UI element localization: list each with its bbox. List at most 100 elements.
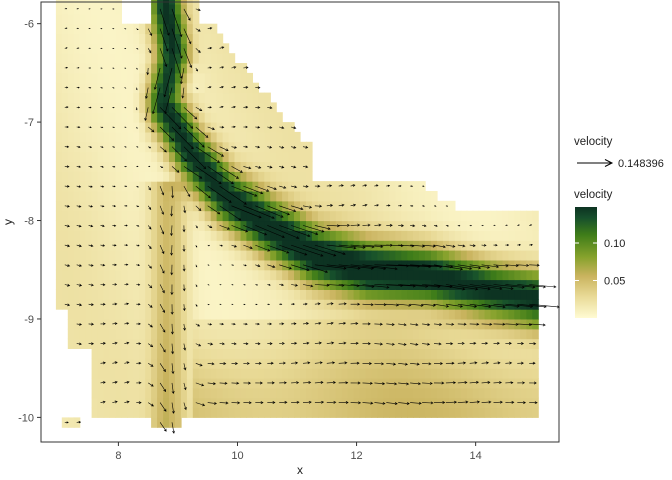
velocity-tile: [216, 250, 224, 261]
velocity-tile: [127, 171, 134, 182]
velocity-tile: [389, 289, 396, 300]
velocity-tile: [526, 269, 533, 281]
legend-arrow-head: [604, 159, 614, 167]
velocity-tile: [97, 151, 105, 162]
velocity-tile: [365, 259, 373, 271]
velocity-tile: [151, 358, 158, 369]
velocity-tile: [186, 309, 194, 320]
velocity-tile: [67, 210, 75, 222]
velocity-tile: [210, 240, 218, 251]
velocity-tile: [341, 200, 349, 212]
velocity-tile: [460, 250, 468, 261]
velocity-tile: [252, 397, 259, 409]
velocity-tile: [157, 63, 164, 74]
velocity-tile: [294, 131, 301, 143]
velocity-tile: [401, 309, 408, 320]
velocity-tile: [514, 269, 521, 281]
velocity-tile: [294, 200, 301, 212]
velocity-tile: [79, 53, 87, 64]
velocity-tile: [157, 92, 164, 103]
velocity-tile: [175, 210, 182, 222]
velocity-tile: [121, 269, 128, 281]
velocity-tile: [175, 171, 182, 182]
velocity-tile: [365, 250, 373, 261]
velocity-tile: [448, 397, 456, 409]
velocity-tile: [341, 387, 349, 399]
velocity-tile: [502, 250, 509, 261]
velocity-tile: [317, 220, 325, 231]
velocity-tile: [103, 250, 111, 261]
x-axis-title: x: [297, 463, 303, 477]
velocity-tile: [145, 309, 152, 320]
velocity-tile: [61, 289, 69, 300]
velocity-tile: [234, 368, 242, 379]
velocity-tile: [502, 348, 509, 359]
velocity-tile: [288, 328, 295, 340]
velocity-tile: [67, 63, 75, 74]
velocity-tile: [204, 309, 212, 320]
velocity-tile: [264, 230, 271, 241]
velocity-tile: [264, 289, 271, 300]
velocity-tile: [365, 181, 373, 192]
velocity-tile: [163, 171, 170, 182]
velocity-tile: [306, 387, 313, 399]
velocity-tile: [198, 338, 206, 349]
velocity-tile: [91, 131, 99, 143]
velocity-tile: [311, 289, 319, 300]
velocity-tile: [115, 328, 122, 340]
velocity-tile: [216, 348, 224, 359]
velocity-tile: [67, 230, 75, 241]
velocity-tile: [460, 269, 468, 281]
velocity-tile: [204, 407, 212, 418]
velocity-tile: [246, 161, 253, 172]
velocity-tile: [103, 397, 111, 409]
velocity-tile: [270, 181, 277, 192]
velocity-tile: [61, 151, 69, 162]
velocity-tile: [436, 259, 444, 271]
velocity-tile: [413, 348, 420, 359]
velocity-tile: [514, 387, 521, 399]
velocity-tile: [163, 151, 170, 162]
velocity-tile: [395, 309, 402, 320]
velocity-tile: [306, 407, 313, 418]
velocity-tile: [210, 328, 218, 340]
velocity-tile: [532, 328, 539, 340]
velocity-tile: [252, 269, 259, 281]
velocity-tile: [419, 289, 426, 300]
velocity-tile: [389, 338, 396, 349]
velocity-tile: [270, 407, 277, 418]
velocity-tile: [115, 309, 122, 320]
velocity-tile: [115, 259, 122, 271]
velocity-tile: [508, 368, 515, 379]
velocity-tile: [288, 131, 295, 143]
velocity-tile: [460, 210, 468, 222]
velocity-tile: [425, 407, 432, 418]
velocity-tile: [240, 72, 248, 84]
velocity-tile: [311, 269, 319, 281]
velocity-tile: [55, 82, 63, 94]
velocity-tile: [222, 250, 230, 261]
velocity-tile: [442, 230, 450, 241]
velocity-tile: [371, 210, 378, 222]
velocity-tile: [401, 210, 408, 222]
velocity-tile: [371, 328, 378, 340]
velocity-tile: [216, 171, 224, 182]
velocity-tile: [282, 259, 289, 271]
velocity-tile: [246, 407, 253, 418]
velocity-tile: [186, 33, 194, 44]
velocity-tile: [252, 328, 259, 340]
velocity-tile: [395, 368, 402, 379]
velocity-tile: [151, 63, 158, 74]
velocity-tile: [306, 299, 313, 310]
velocity-tile: [139, 92, 146, 103]
y-axis-title: y: [1, 219, 15, 225]
legend-arrow-title: velocity: [574, 136, 613, 148]
velocity-tile: [431, 250, 438, 261]
velocity-tile: [484, 279, 492, 290]
velocity-tile: [121, 348, 128, 359]
velocity-tile: [103, 407, 111, 418]
velocity-tile: [91, 200, 99, 212]
velocity-tile: [502, 210, 509, 222]
velocity-tile: [186, 4, 194, 15]
velocity-tile: [532, 210, 539, 222]
